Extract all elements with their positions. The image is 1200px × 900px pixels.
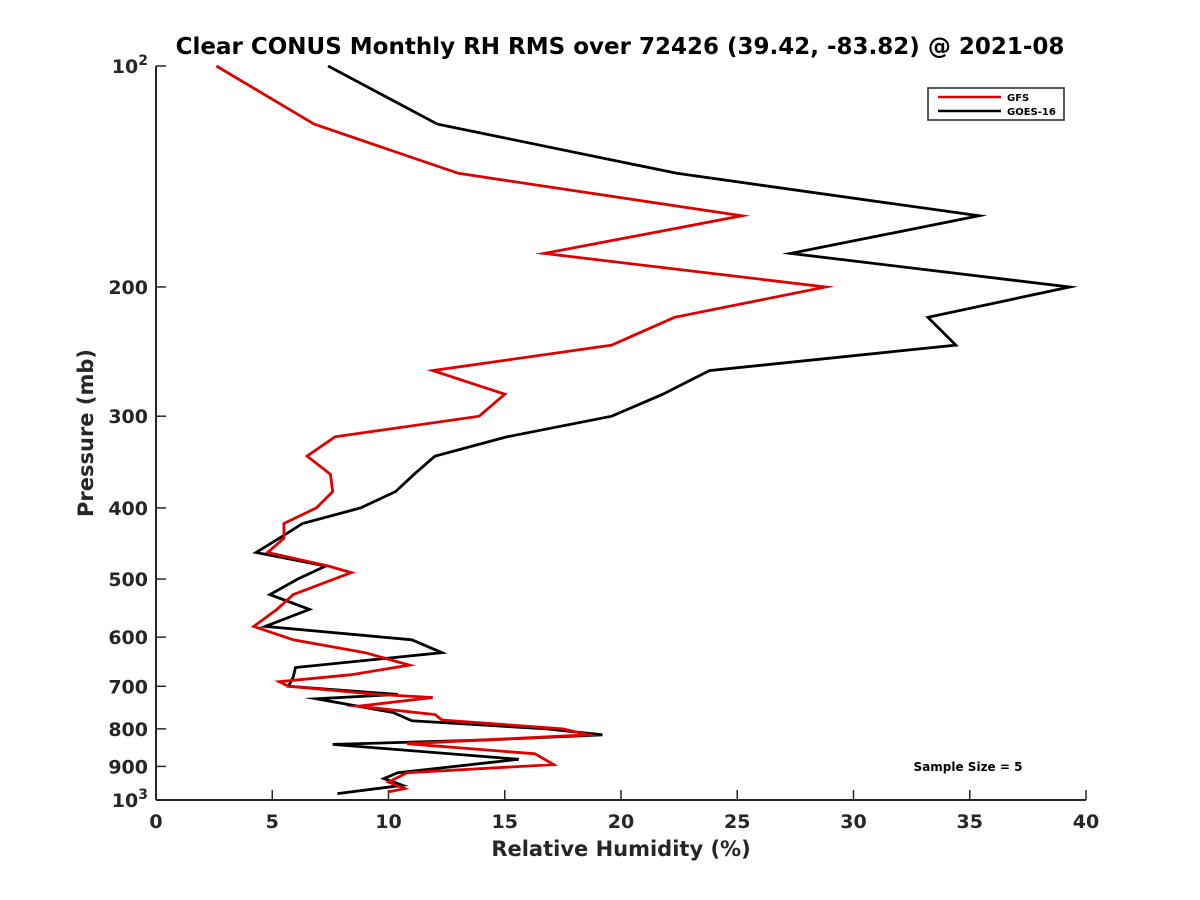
- legend-label-gfs: GFS: [1007, 93, 1029, 104]
- y-tick-label: 700: [108, 676, 148, 698]
- series-layer: [215, 64, 1079, 795]
- y-axis-label: Pressure (mb): [74, 349, 98, 517]
- x-tick-label: 25: [724, 811, 750, 833]
- y-tick-label-exponent: 3: [138, 787, 148, 803]
- y-tick-label: 300: [108, 406, 148, 428]
- y-tick-label-base: 10: [112, 790, 138, 812]
- x-tick-label: 5: [266, 811, 279, 833]
- y-tick-label: 800: [108, 719, 148, 741]
- x-tick-label: 20: [608, 811, 634, 833]
- y-tick-label: 102: [112, 53, 148, 78]
- y-tick-label: 600: [108, 627, 148, 649]
- y-tick-label-base: 10: [112, 56, 138, 78]
- x-tick-label: 35: [957, 811, 983, 833]
- y-tick-label-exponent: 2: [138, 53, 148, 69]
- plot-area: 0 5 10 15 20 25 30 35 40 10220030040050060070080…: [108, 53, 1099, 833]
- x-axis-label: Relative Humidity (%): [491, 837, 750, 861]
- chart-title: Clear CONUS Monthly RH RMS over 72426 (3…: [176, 34, 1065, 60]
- x-tick-label: 40: [1073, 811, 1099, 833]
- sample-size-annotation: Sample Size = 5: [914, 760, 1023, 774]
- legend: GFS GOES-16: [927, 87, 1065, 121]
- x-tick-label: 30: [840, 811, 866, 833]
- x-tick-label: 10: [375, 811, 401, 833]
- y-tick-label: 103: [112, 787, 148, 812]
- x-tick-label: 15: [492, 811, 518, 833]
- y-tick-label: 500: [108, 569, 148, 591]
- x-tick-label: 0: [149, 811, 162, 833]
- legend-box: [927, 87, 1065, 121]
- x-axis-ticks: 0 5 10 15 20 25 30 35 40: [149, 790, 1099, 833]
- y-tick-label: 900: [108, 756, 148, 778]
- series-line-gfs: [215, 64, 835, 794]
- y-tick-label: 400: [108, 498, 148, 520]
- y-tick-label: 200: [108, 277, 148, 299]
- legend-label-goes16: GOES-16: [1007, 107, 1056, 118]
